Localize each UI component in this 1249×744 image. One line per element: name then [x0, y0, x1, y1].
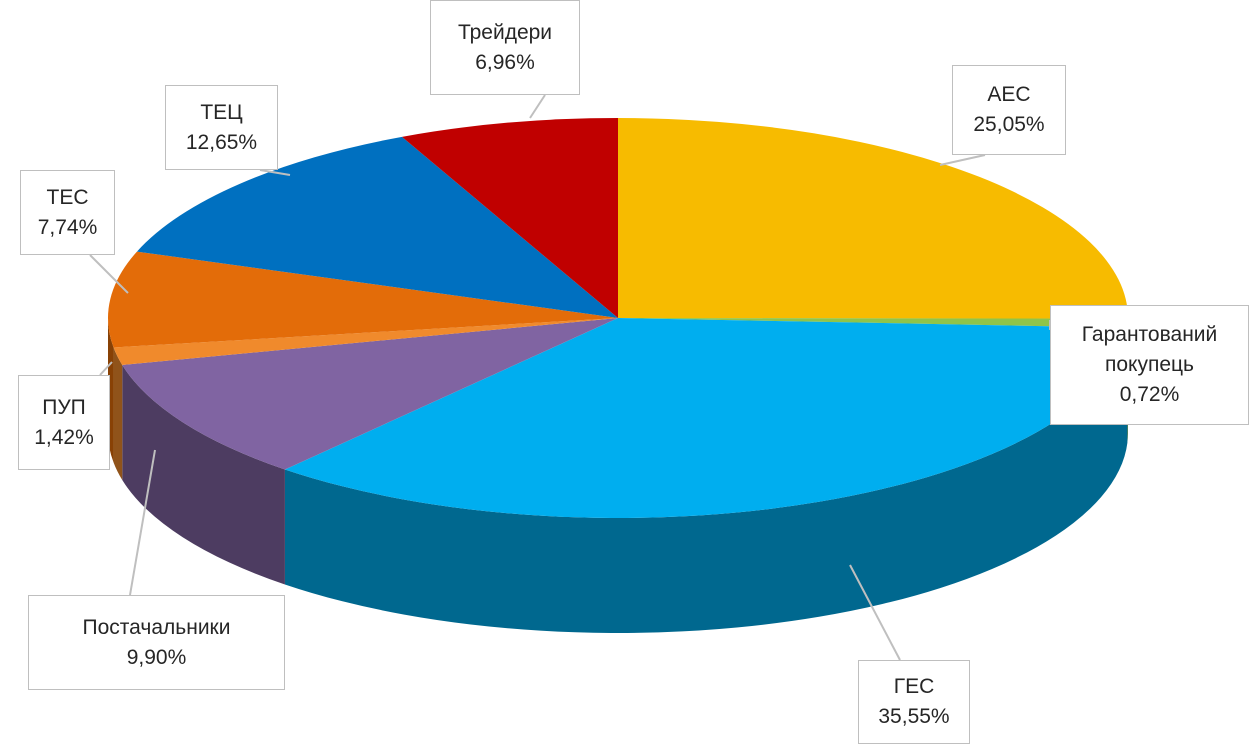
category-label: Гарантований покупець: [1081, 323, 1218, 376]
value-label: 12,65%: [185, 130, 258, 154]
data-label: ТЕЦ 12,65%: [165, 85, 278, 170]
leader-line: [129, 449, 156, 596]
leader-line: [259, 169, 291, 176]
leader-line: [849, 564, 901, 661]
slice-side: [284, 327, 1128, 633]
slice: [284, 318, 1128, 519]
data-label: АЕС 25,05%: [952, 65, 1066, 155]
value-label: 35,55%: [878, 705, 950, 728]
category-label: АЕС: [987, 83, 1031, 106]
slice-side: [122, 364, 285, 585]
value-label: 9,90%: [126, 645, 187, 669]
leader-line: [89, 254, 129, 294]
slice: [401, 118, 618, 318]
data-label: ГЕС 35,55%: [858, 660, 970, 744]
slice: [618, 118, 1128, 319]
value-label: 7,74%: [37, 215, 98, 239]
slice: [108, 251, 619, 348]
slice-side: [113, 347, 123, 480]
slice: [113, 318, 618, 365]
category-label: ТЕС: [46, 185, 89, 209]
category-label: ТЕЦ: [200, 100, 243, 124]
slice: [618, 318, 1128, 328]
leader-line: [529, 94, 546, 119]
data-label: Трейдери 6,96%: [430, 0, 580, 95]
leader-line: [99, 361, 113, 376]
category-label: Трейдери: [457, 20, 553, 44]
data-label: Гарантований покупець 0,72%: [1050, 305, 1249, 425]
value-label: 1,42%: [34, 425, 94, 449]
leader-line: [939, 154, 986, 166]
slice: [136, 136, 619, 318]
value-label: 0,72%: [1119, 383, 1180, 406]
category-label: ГЕС: [893, 675, 935, 698]
data-label: ТЕС 7,74%: [20, 170, 115, 255]
data-label: ПУП 1,42%: [18, 375, 110, 470]
slice: [122, 318, 618, 470]
category-label: ПУП: [42, 395, 86, 419]
category-label: Постачальники: [82, 615, 231, 639]
data-label: Постачальники 9,90%: [28, 595, 285, 690]
value-label: 25,05%: [973, 113, 1045, 136]
value-label: 6,96%: [475, 50, 535, 74]
